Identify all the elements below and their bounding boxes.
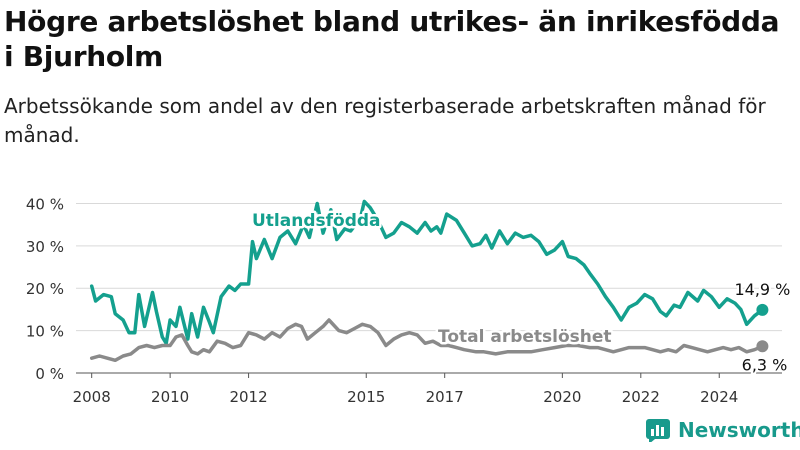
y-tick-label: 30 % bbox=[26, 238, 64, 256]
x-tick-label: 2022 bbox=[622, 388, 660, 406]
y-tick-label: 10 % bbox=[26, 323, 64, 341]
chart-title: Högre arbetslöshet bland utrikes- än inr… bbox=[4, 5, 780, 73]
newsworthy-logo-icon bbox=[646, 419, 670, 442]
x-tick-label: 2008 bbox=[73, 388, 111, 406]
y-tick-label: 40 % bbox=[26, 195, 64, 213]
series-line-utlandsfodda bbox=[89, 199, 765, 346]
x-tick-label: 2012 bbox=[229, 388, 267, 406]
end-label-total: 6,3 % bbox=[742, 355, 788, 374]
series-line-total bbox=[89, 318, 765, 363]
y-tick-label: 20 % bbox=[26, 280, 64, 298]
x-tick-label: 2020 bbox=[543, 388, 581, 406]
series-end-point bbox=[756, 303, 769, 316]
brand-name: Newsworthy bbox=[678, 418, 800, 442]
series-label-total: Total arbetslöshet bbox=[438, 327, 612, 347]
brand-logo: Newsworthy bbox=[645, 418, 800, 442]
series-label-utlandsfodda: Utlandsfödda bbox=[252, 211, 381, 231]
x-tick-label: 2017 bbox=[426, 388, 464, 406]
chart-subtitle: Arbetssökande som andel av den registerb… bbox=[4, 94, 766, 147]
x-tick-label: 2024 bbox=[700, 388, 738, 406]
end-label-utlandsfodda: 14,9 % bbox=[734, 280, 790, 299]
y-tick-label: 0 % bbox=[35, 365, 64, 383]
x-tick-label: 2010 bbox=[151, 388, 189, 406]
x-tick-label: 2015 bbox=[347, 388, 385, 406]
series-end-point bbox=[756, 340, 769, 353]
